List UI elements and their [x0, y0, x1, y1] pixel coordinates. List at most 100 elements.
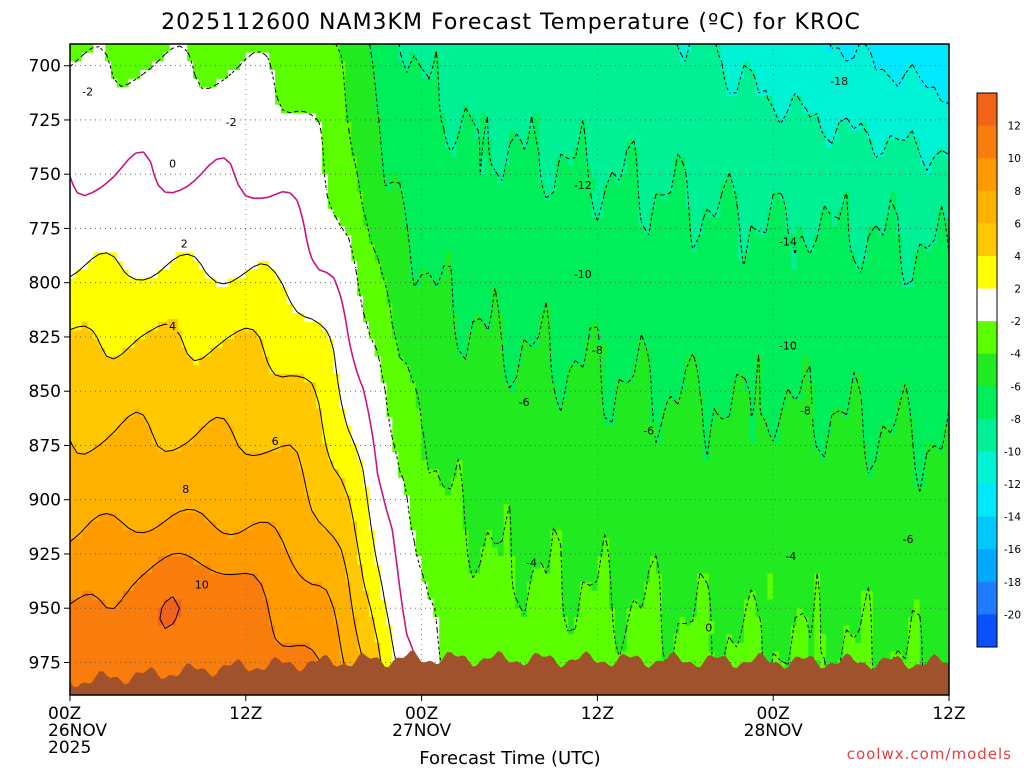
field-cell [292, 547, 300, 557]
field-cell [93, 217, 100, 227]
field-cell [87, 156, 95, 167]
field-cell [392, 391, 399, 401]
field-cell [128, 530, 136, 540]
field-cell [304, 243, 311, 253]
field-cell [427, 582, 434, 592]
field-cell [433, 391, 440, 401]
field-cell [175, 182, 182, 193]
field-cell [251, 174, 259, 184]
field-cell [363, 70, 370, 80]
field-cell [175, 399, 182, 410]
field-cell [275, 113, 282, 123]
field-cell [321, 295, 329, 305]
field-cell [251, 616, 259, 627]
field-cell [99, 608, 106, 618]
field-cell [251, 590, 259, 601]
field-cell [298, 573, 305, 583]
field-cell [175, 139, 182, 149]
field-cell [251, 139, 259, 149]
field-cell [333, 113, 341, 123]
field-cell [421, 469, 429, 479]
field-cell [357, 365, 364, 375]
field-cell [321, 417, 329, 427]
field-cell [99, 616, 106, 627]
field-cell [216, 469, 223, 479]
field-cell [374, 495, 382, 505]
field-cell [327, 556, 335, 566]
field-cell [116, 365, 124, 375]
field-cell [450, 148, 458, 158]
field-cell [257, 512, 264, 522]
field-cell [105, 339, 112, 349]
field-cell [75, 295, 83, 305]
field-cell [169, 78, 177, 88]
field-cell [157, 217, 165, 227]
field-cell [380, 373, 388, 384]
field-cell [157, 495, 165, 505]
field-cell [439, 269, 446, 279]
field-cell [404, 330, 411, 340]
field-cell [363, 269, 370, 279]
field-cell [210, 504, 218, 514]
field-cell [339, 616, 347, 627]
field-cell [368, 113, 376, 123]
field-cell [70, 417, 77, 427]
field-cell [351, 61, 358, 71]
field-cell [392, 252, 399, 262]
field-cell [433, 408, 440, 418]
field-cell [70, 573, 77, 583]
field-cell [327, 304, 335, 314]
field-cell [445, 365, 452, 375]
field-cell [286, 504, 294, 514]
field-cell [275, 564, 282, 575]
field-cell [392, 469, 399, 479]
field-cell [445, 52, 452, 62]
field-cell [193, 269, 200, 279]
field-cell [286, 269, 294, 279]
field-cell [140, 70, 147, 80]
field-cell [99, 113, 106, 123]
field-cell [351, 208, 358, 219]
field-cell [193, 130, 200, 141]
field-cell [327, 174, 335, 184]
field-cell [193, 634, 200, 644]
field-cell [445, 182, 452, 193]
field-cell [111, 191, 118, 201]
field-cell [234, 78, 241, 88]
field-cell [140, 44, 147, 54]
field-cell [116, 96, 124, 106]
field-cell [439, 252, 446, 262]
field-cell [134, 382, 141, 392]
field-cell [427, 304, 434, 314]
field-cell [286, 582, 294, 592]
field-cell [70, 451, 77, 462]
field-cell [198, 130, 206, 141]
field-cell [222, 660, 229, 670]
field-cell [427, 330, 434, 340]
field-cell [87, 599, 95, 609]
field-cell [286, 44, 294, 54]
field-cell [357, 382, 364, 392]
field-cell [339, 252, 347, 262]
field-cell [327, 226, 335, 236]
temperature-fill-layer [70, 44, 949, 695]
field-cell [187, 226, 194, 236]
field-cell [286, 391, 294, 401]
field-cell [269, 122, 276, 132]
field-cell [204, 425, 212, 436]
field-cell [87, 304, 95, 314]
field-cell [269, 339, 276, 349]
field-cell [122, 295, 130, 305]
field-cell [152, 616, 159, 627]
field-cell [380, 295, 388, 305]
field-cell [193, 252, 200, 262]
field-cell [116, 191, 124, 201]
field-cell [163, 44, 171, 54]
field-cell [140, 582, 147, 592]
field-cell [204, 599, 212, 609]
field-cell [433, 191, 440, 201]
field-cell [445, 139, 452, 149]
field-cell [99, 512, 106, 522]
field-cell [415, 61, 423, 71]
field-cell [216, 330, 223, 340]
